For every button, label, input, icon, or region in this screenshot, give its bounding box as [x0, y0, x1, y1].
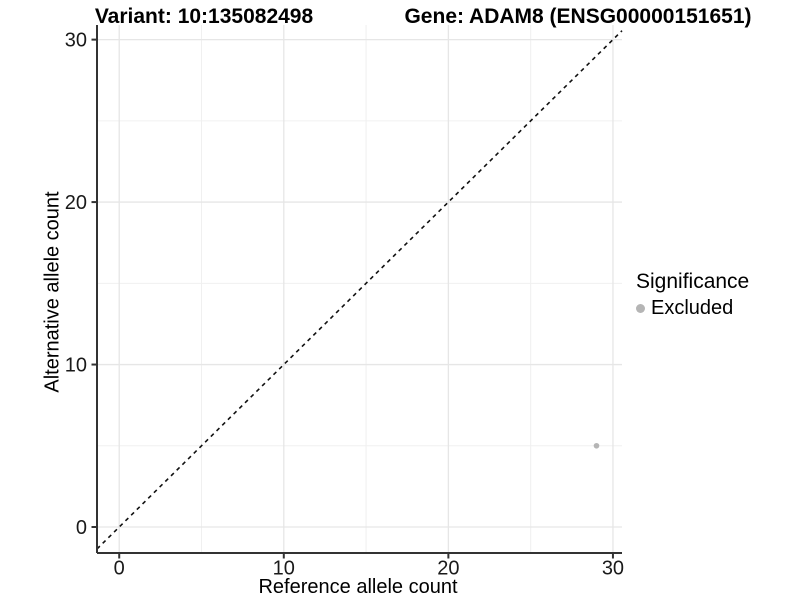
- x-tick-label: 0: [114, 558, 125, 580]
- x-tick-label: 20: [437, 558, 459, 580]
- legend-item-excluded: Excluded: [636, 297, 749, 320]
- y-axis-title: Alternative allele count: [41, 191, 64, 393]
- legend-item-label: Excluded: [651, 297, 734, 319]
- y-tick-label: 10: [65, 355, 87, 377]
- identity-reference-line: [96, 30, 623, 550]
- data-point: [593, 442, 600, 449]
- legend-title: Significance: [636, 270, 750, 293]
- plot-title-gene: Gene: ADAM8 (ENSG00000151651): [404, 5, 752, 28]
- x-axis-title: Reference allele count: [258, 576, 458, 598]
- y-tick-label: 30: [65, 30, 87, 52]
- y-tick-label: 0: [76, 517, 87, 539]
- plot-title-variant: Variant: 10:135082498: [94, 5, 314, 28]
- x-tick-label: 30: [602, 558, 624, 580]
- x-tick-label: 10: [273, 558, 295, 580]
- excluded-point-icon: [636, 304, 645, 313]
- y-tick-label: 20: [65, 192, 87, 214]
- legend: Significance Excluded: [636, 270, 749, 320]
